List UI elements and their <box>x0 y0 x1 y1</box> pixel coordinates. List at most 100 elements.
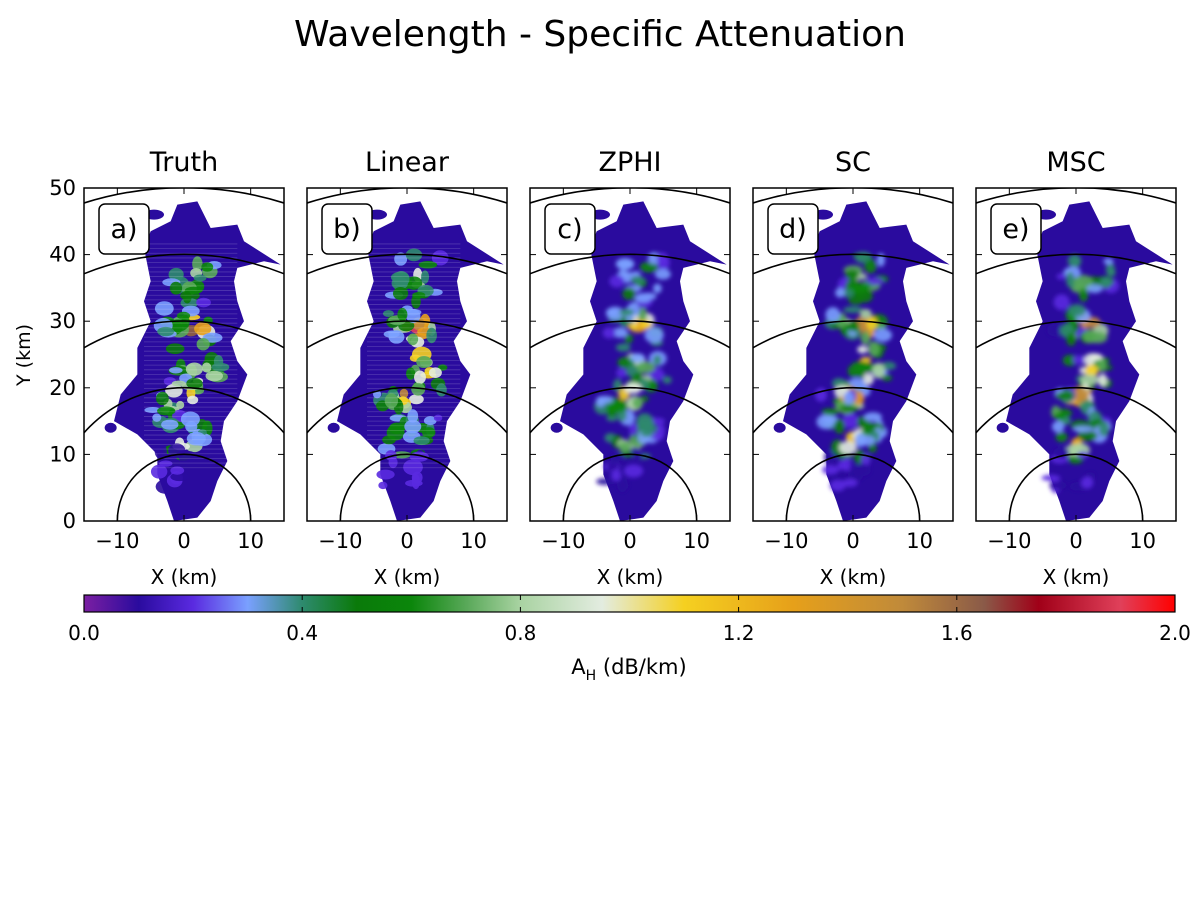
colorbar-label-sub: H <box>586 668 597 684</box>
intensity-cell <box>880 361 897 371</box>
intensity-cell <box>433 414 443 422</box>
intensity-cell <box>611 399 628 413</box>
intensity-cell <box>205 370 224 382</box>
intensity-cell <box>860 453 871 467</box>
intensity-cell <box>194 322 212 336</box>
intensity-cell <box>842 456 852 472</box>
intensity-cell <box>382 310 395 317</box>
colorbar-tick-label: 1.2 <box>723 621 755 645</box>
x-tick-label: 0 <box>846 529 859 553</box>
attenuation-field <box>307 188 507 521</box>
intensity-cell <box>186 431 206 446</box>
intensity-cell <box>1082 329 1099 344</box>
intensity-cell <box>842 413 860 429</box>
intensity-cell <box>1056 273 1066 280</box>
range-ring <box>785 453 921 521</box>
panel-4: SC d) −10 0 10 X (km) <box>752 147 954 589</box>
storm-cell <box>550 422 563 433</box>
y-tick-label: 50 <box>49 176 76 200</box>
intensity-cell <box>407 409 419 423</box>
intensity-cell <box>1047 323 1063 337</box>
intensity-cell <box>1049 481 1067 490</box>
x-tick-label: 0 <box>400 529 413 553</box>
storm-envelope <box>114 201 281 521</box>
intensity-cell <box>616 368 627 378</box>
intensity-cell <box>152 413 162 422</box>
storm-cell <box>773 422 786 433</box>
range-ring <box>753 320 953 349</box>
x-tick-label: −10 <box>95 529 139 553</box>
chart-title: Wavelength - Specific Attenuation <box>294 14 906 55</box>
intensity-cell <box>1071 258 1081 266</box>
intensity-cell <box>423 416 437 426</box>
intensity-cell <box>835 287 845 298</box>
panel-label-box <box>321 203 373 255</box>
intensity-cell <box>1103 258 1114 265</box>
panel-label: b) <box>333 214 361 245</box>
panel-label: c) <box>557 214 582 245</box>
intensity-cell <box>850 282 871 293</box>
intensity-cell <box>873 328 893 342</box>
intensity-cell <box>859 308 872 319</box>
y-tick-label: 30 <box>49 309 76 333</box>
range-ring <box>976 320 1176 349</box>
x-tick-label: 10 <box>906 529 933 553</box>
intensity-cell <box>640 430 654 437</box>
x-tick-label: 0 <box>623 529 636 553</box>
intensity-cell <box>636 361 656 374</box>
range-ring <box>339 453 475 521</box>
storm-cell <box>996 422 1009 433</box>
x-axis-label: X (km) <box>820 565 887 589</box>
intensity-cell <box>602 327 616 339</box>
intensity-cell <box>193 274 207 282</box>
intensity-cell <box>154 443 167 460</box>
panel-label-box <box>544 203 596 255</box>
range-ring <box>530 386 730 435</box>
intensity-cell <box>169 281 183 295</box>
intensity-cell <box>654 268 671 280</box>
intensity-cell <box>858 435 876 446</box>
intensity-cell <box>881 374 893 382</box>
colorbar-tick-label: 2.0 <box>1159 621 1191 645</box>
intensity-cell <box>644 327 664 344</box>
intensity-cell <box>619 308 635 316</box>
intensity-cell <box>822 464 840 475</box>
intensity-cell <box>852 463 871 477</box>
intensity-cell <box>656 252 668 265</box>
x-tick-label: −10 <box>318 529 362 553</box>
x-axis-label: X (km) <box>151 565 218 589</box>
panel-title: ZPHI <box>598 147 661 178</box>
x-tick-label: 0 <box>1069 529 1082 553</box>
intensity-cell <box>170 466 185 475</box>
intensity-cell <box>627 323 639 331</box>
panel-label-box <box>98 203 150 255</box>
intensity-cell <box>1055 431 1068 443</box>
intensity-cell <box>1096 358 1107 373</box>
colorbar-ticks: 0.0 0.4 0.8 1.2 1.6 2.0 <box>68 595 1191 645</box>
intensity-cell <box>596 477 614 486</box>
intensity-cell <box>824 450 835 464</box>
intensity-cell <box>431 250 449 266</box>
intensity-cell <box>411 382 426 396</box>
panel-title: MSC <box>1046 147 1105 178</box>
intensity-cell <box>393 270 410 287</box>
intensity-cell <box>853 391 865 406</box>
intensity-cell <box>1077 430 1098 442</box>
intensity-cell <box>399 388 409 399</box>
intensity-cell <box>182 291 192 304</box>
x-axis-label: X (km) <box>597 565 664 589</box>
intensity-cell <box>155 391 169 406</box>
range-ring <box>84 386 284 435</box>
y-tick-label: 20 <box>49 376 76 400</box>
colorbar-tick-label: 0.0 <box>68 621 100 645</box>
intensity-cell <box>185 362 203 376</box>
intensity-cell <box>856 365 867 379</box>
intensity-cell <box>662 376 672 384</box>
x-tick-label: −10 <box>987 529 1031 553</box>
intensity-cell <box>1072 425 1093 433</box>
colorbar-tick-label: 1.6 <box>941 621 973 645</box>
intensity-cell <box>186 377 203 389</box>
attenuation-field <box>530 188 730 521</box>
intensity-cell <box>413 436 430 446</box>
